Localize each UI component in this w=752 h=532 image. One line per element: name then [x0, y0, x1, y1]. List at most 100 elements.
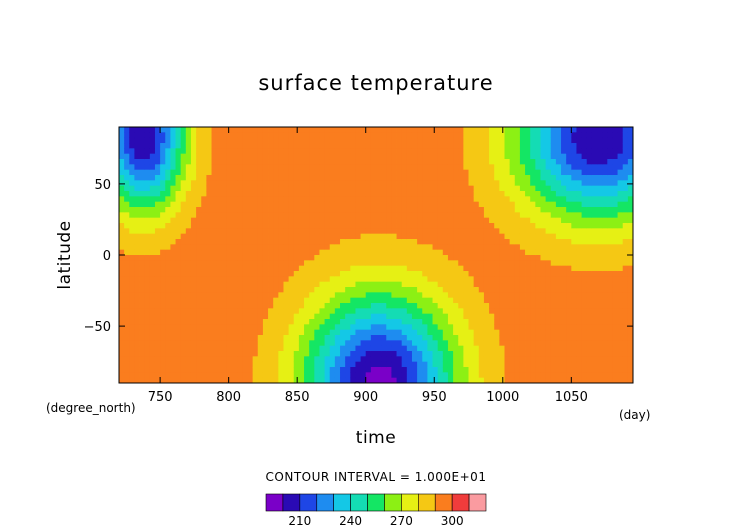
heatmap-cell	[489, 127, 495, 133]
heatmap-cell	[262, 303, 269, 309]
heatmap-cell	[376, 271, 382, 277]
heatmap-cell	[237, 276, 243, 283]
heatmap-cell	[432, 271, 439, 277]
heatmap-cell	[314, 308, 320, 315]
heatmap-cell	[519, 223, 526, 229]
heatmap-cell	[545, 297, 552, 304]
heatmap-cell	[170, 356, 176, 363]
heatmap-cell	[180, 233, 187, 240]
heatmap-cell	[309, 148, 315, 155]
heatmap-cell	[483, 185, 490, 192]
heatmap-cell	[494, 313, 500, 320]
heatmap-cell	[350, 153, 356, 160]
heatmap-cell	[597, 292, 603, 299]
heatmap-cell	[406, 217, 413, 224]
heatmap-cell	[381, 297, 387, 304]
heatmap-cell	[530, 276, 536, 283]
heatmap-cell	[504, 276, 511, 283]
heatmap-cell	[437, 207, 444, 213]
heatmap-cell	[242, 137, 248, 144]
heatmap-cell	[160, 255, 166, 261]
heatmap-cell	[453, 207, 459, 213]
heatmap-cell	[196, 143, 202, 149]
heatmap-cell	[607, 265, 613, 272]
heatmap-cell	[432, 308, 439, 315]
heatmap-cell	[386, 297, 392, 304]
heatmap-cell	[391, 244, 397, 251]
heatmap-cell	[504, 377, 511, 384]
heatmap-cell	[288, 313, 295, 320]
heatmap-cell	[257, 265, 264, 272]
heatmap-cell	[555, 137, 562, 144]
heatmap-cell	[175, 175, 182, 181]
heatmap-cell	[124, 244, 130, 251]
heatmap-cell	[216, 223, 223, 229]
heatmap-cell	[401, 271, 408, 277]
heatmap-cell	[581, 223, 588, 229]
heatmap-cell	[149, 308, 156, 315]
heatmap-cell	[226, 223, 233, 229]
heatmap-cell	[581, 233, 588, 240]
heatmap-cell	[257, 329, 264, 336]
heatmap-cell	[232, 159, 238, 165]
heatmap-cell	[504, 148, 511, 155]
heatmap-cell	[504, 367, 511, 373]
heatmap-cell	[540, 281, 547, 288]
heatmap-cell	[252, 335, 259, 341]
heatmap-cell	[268, 367, 274, 373]
heatmap-cell	[417, 308, 423, 315]
heatmap-cell	[571, 340, 577, 347]
heatmap-cell	[252, 271, 259, 277]
heatmap-cell	[232, 228, 238, 235]
heatmap-cell	[586, 132, 593, 139]
heatmap-cell	[576, 351, 582, 357]
heatmap-cell	[627, 180, 634, 187]
heatmap-cell	[319, 345, 325, 352]
heatmap-cell	[124, 164, 130, 171]
heatmap-cell	[509, 223, 516, 229]
heatmap-cell	[514, 340, 521, 347]
heatmap-cell	[411, 159, 418, 165]
heatmap-cell	[422, 308, 428, 315]
heatmap-cell	[617, 324, 624, 331]
heatmap-cell	[478, 148, 485, 155]
heatmap-cell	[314, 185, 320, 192]
heatmap-cell	[124, 148, 130, 155]
heatmap-cell	[437, 313, 444, 320]
heatmap-cell	[607, 345, 613, 352]
heatmap-cell	[180, 345, 187, 352]
heatmap-cell	[360, 276, 367, 283]
heatmap-cell	[566, 287, 572, 293]
heatmap-cell	[221, 223, 228, 229]
heatmap-cell	[190, 217, 197, 224]
heatmap-cell	[232, 335, 238, 341]
heatmap-cell	[237, 340, 243, 347]
heatmap-cell	[540, 319, 547, 325]
heatmap-cell	[453, 287, 459, 293]
heatmap-cell	[514, 207, 521, 213]
heatmap-cell	[334, 244, 341, 251]
heatmap-cell	[581, 361, 588, 368]
heatmap-cell	[365, 239, 372, 245]
heatmap-cell	[566, 281, 572, 288]
heatmap-cell	[602, 159, 608, 165]
heatmap-cell	[607, 196, 613, 203]
heatmap-cell	[622, 308, 629, 315]
heatmap-cell	[242, 191, 248, 197]
heatmap-cell	[514, 169, 521, 176]
heatmap-cell	[597, 132, 603, 139]
heatmap-cell	[514, 223, 521, 229]
heatmap-cell	[288, 201, 295, 208]
heatmap-cell	[216, 196, 223, 203]
heatmap-cell	[540, 127, 547, 133]
heatmap-cell	[206, 228, 212, 235]
heatmap-cell	[612, 313, 618, 320]
heatmap-cell	[530, 345, 536, 352]
heatmap-cell	[447, 335, 454, 341]
heatmap-cell	[190, 367, 197, 373]
heatmap-cell	[530, 185, 536, 192]
heatmap-cell	[314, 297, 320, 304]
heatmap-cell	[417, 271, 423, 277]
heatmap-cell	[144, 196, 151, 203]
heatmap-cell	[381, 239, 387, 245]
